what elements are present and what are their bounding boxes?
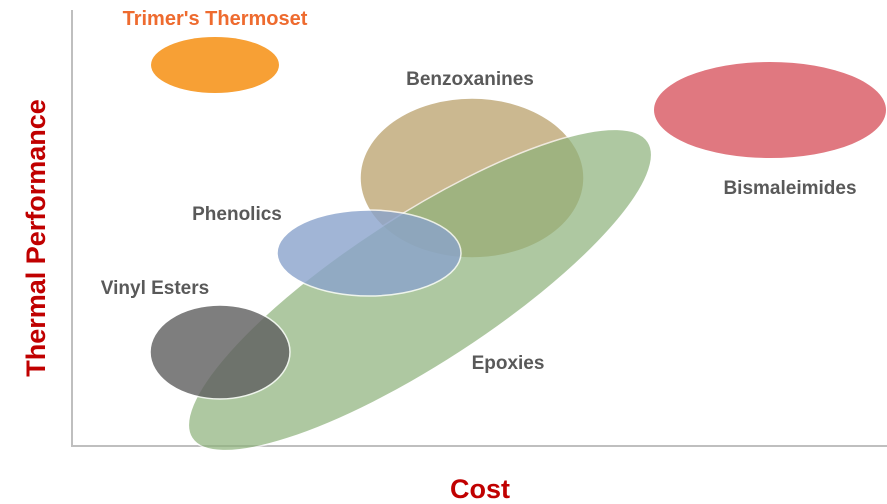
ellipse	[151, 37, 279, 93]
x-axis-title: Cost	[450, 474, 510, 504]
y-axis-title: Thermal Performance	[21, 99, 51, 377]
region-label: Phenolics	[192, 204, 282, 225]
region-label: Vinyl Esters	[101, 278, 209, 299]
ellipse	[654, 62, 886, 158]
ellipse	[149, 304, 291, 400]
region-label: Bismaleimides	[723, 178, 856, 199]
region-label: Epoxies	[472, 353, 545, 374]
region-label: Trimer's Thermoset	[123, 8, 308, 30]
ellipse	[276, 209, 462, 297]
region-label: Benzoxanines	[406, 69, 534, 90]
